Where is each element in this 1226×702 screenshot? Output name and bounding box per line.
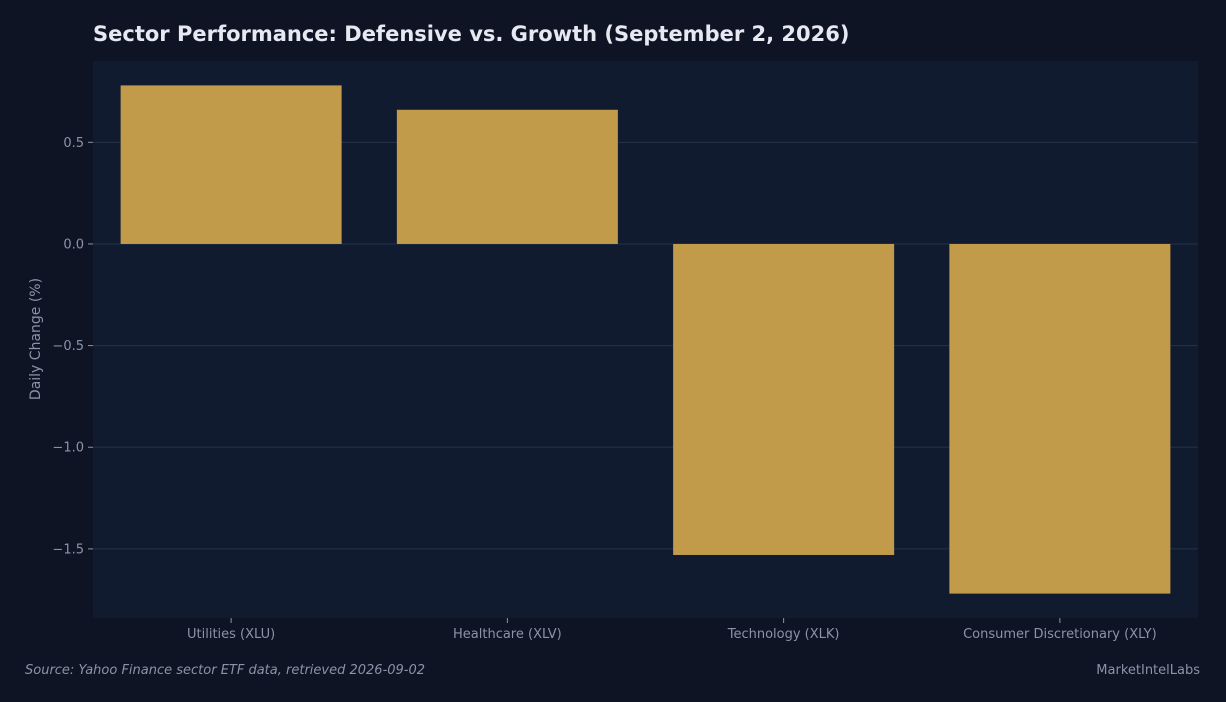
y-tick-label: −1.5 (52, 542, 84, 557)
x-tick-label: Consumer Discretionary (XLY) (963, 627, 1157, 642)
y-tick-label: −0.5 (52, 339, 84, 354)
source-note: Source: Yahoo Finance sector ETF data, r… (25, 663, 425, 678)
x-tick-label: Technology (XLK) (727, 627, 840, 642)
bar (120, 85, 342, 244)
x-tick-label: Healthcare (XLV) (453, 627, 562, 642)
y-tick-label: 0.5 (63, 136, 84, 151)
y-tick-label: 0.0 (63, 237, 84, 252)
brand-label: MarketIntelLabs (1096, 663, 1200, 678)
y-axis-ticks: −1.5 −1.0 −0.5 0.0 0.5 (52, 136, 93, 557)
x-axis-ticks: Utilities (XLU) Healthcare (XLV) Technolog… (187, 618, 1157, 642)
bar (396, 109, 618, 244)
bar (949, 243, 1171, 594)
y-axis-label: Daily Change (%) (28, 278, 44, 400)
y-tick-label: −1.0 (52, 441, 84, 456)
chart-title: Sector Performance: Defensive vs. Growth… (93, 22, 849, 46)
bar (673, 243, 895, 555)
bars (120, 85, 1171, 594)
x-tick-label: Utilities (XLU) (187, 627, 275, 642)
